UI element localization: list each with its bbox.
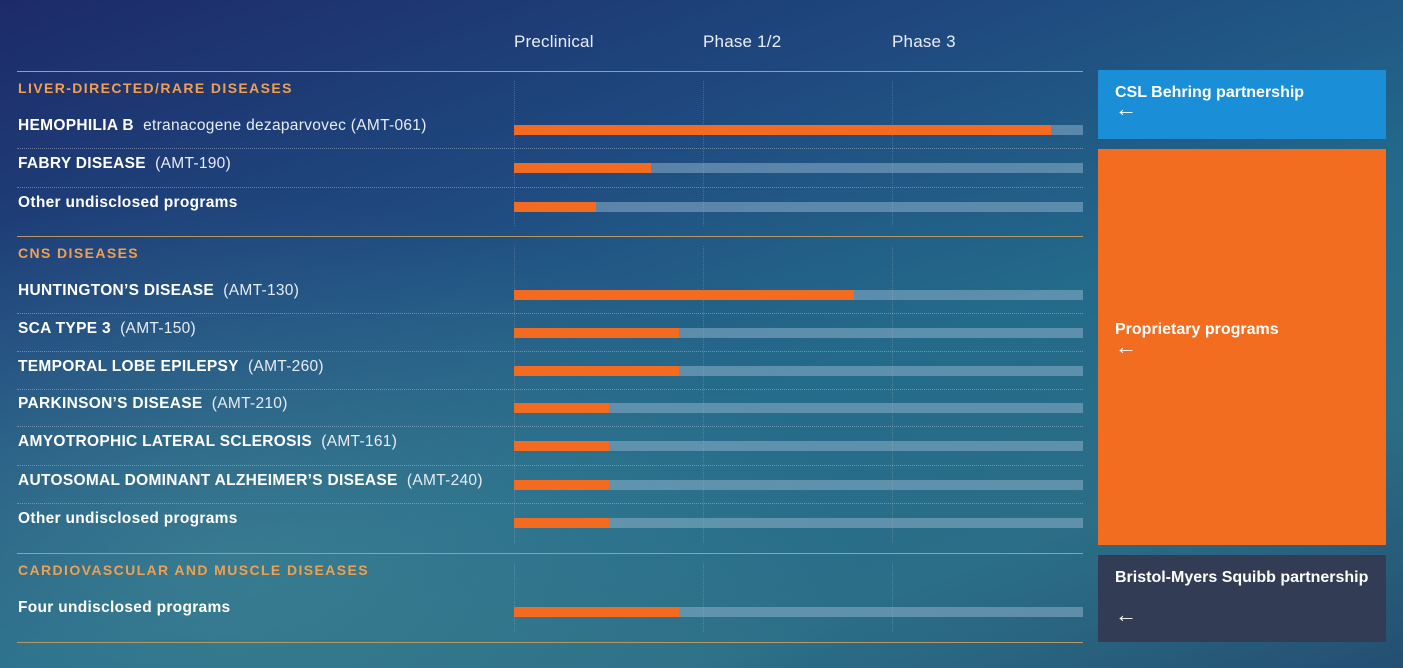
stage-gridline	[703, 81, 704, 226]
category-divider	[17, 71, 1083, 72]
progress-bar	[514, 607, 679, 617]
category-label: CNS DISEASES	[18, 245, 140, 261]
progress-bar	[514, 366, 679, 376]
program-name: PARKINSON’S DISEASE	[18, 395, 203, 412]
partnership-title: Bristol-Myers Squibb partnership	[1115, 569, 1369, 586]
program-name: AMYOTROPHIC LATERAL SCLEROSIS	[18, 433, 313, 450]
stage-header: Phase 1/2	[703, 32, 782, 51]
row-separator	[17, 351, 1083, 352]
stage-gridline	[892, 81, 893, 226]
program-label: AMYOTROPHIC LATERAL SCLEROSIS (AMT-161)	[18, 433, 397, 451]
stage-header: Preclinical	[514, 32, 594, 51]
arrow-left-icon: ←	[1115, 602, 1137, 627]
category-label: LIVER-DIRECTED/RARE DISEASES	[18, 80, 293, 96]
program-label: FABRY DISEASE (AMT-190)	[18, 155, 231, 173]
program-name: AUTOSOMAL DOMINANT ALZHEIMER’S DISEASE	[18, 472, 398, 489]
progress-bar	[514, 202, 596, 212]
progress-track	[514, 403, 1083, 413]
stage-header: Phase 3	[892, 32, 956, 51]
progress-track	[514, 480, 1083, 490]
category-label: CARDIOVASCULAR AND MUSCLE DISEASES	[18, 562, 369, 578]
program-name: FABRY DISEASE	[18, 155, 146, 172]
program-name: Other undisclosed programs	[18, 194, 238, 211]
stage-gridline	[514, 563, 515, 632]
stage-gridline	[514, 81, 515, 226]
progress-track	[514, 125, 1083, 135]
category-divider	[17, 553, 1083, 554]
partnership-box: Proprietary programs ←	[1098, 149, 1386, 545]
row-separator	[17, 503, 1083, 504]
category-divider	[17, 236, 1083, 237]
bottom-divider	[17, 642, 1083, 643]
program-label: Four undisclosed programs	[18, 599, 230, 617]
program-label: AUTOSOMAL DOMINANT ALZHEIMER’S DISEASE (…	[18, 472, 483, 490]
progress-bar	[514, 480, 609, 490]
row-separator	[17, 465, 1083, 466]
program-name: Other undisclosed programs	[18, 510, 238, 527]
program-code: (AMT-210)	[211, 395, 288, 412]
progress-track	[514, 441, 1083, 451]
program-name: HEMOPHILIA B	[18, 117, 134, 134]
program-label: PARKINSON’S DISEASE (AMT-210)	[18, 395, 288, 413]
progress-track	[514, 518, 1083, 528]
program-label: SCA TYPE 3 (AMT-150)	[18, 320, 196, 338]
program-name: SCA TYPE 3	[18, 320, 111, 337]
progress-bar	[514, 441, 609, 451]
program-code: (AMT-260)	[247, 358, 324, 375]
program-code: (AMT-161)	[321, 433, 398, 450]
row-separator	[17, 426, 1083, 427]
program-code: etranacogene dezaparvovec (AMT-061)	[143, 117, 427, 134]
program-code: (AMT-190)	[155, 155, 232, 172]
progress-bar	[514, 125, 1051, 135]
partnership-title: Proprietary programs	[1115, 321, 1279, 338]
stage-gridline	[703, 246, 704, 543]
progress-track	[514, 290, 1083, 300]
row-separator	[17, 187, 1083, 188]
progress-track	[514, 607, 1083, 617]
arrow-left-icon: ←	[1115, 334, 1137, 359]
program-name: TEMPORAL LOBE EPILEPSY	[18, 358, 239, 375]
program-name: HUNTINGTON’S DISEASE	[18, 282, 215, 299]
progress-track	[514, 328, 1083, 338]
stage-gridline	[892, 246, 893, 543]
row-separator	[17, 148, 1083, 149]
stage-gridline	[703, 563, 704, 632]
progress-track	[514, 202, 1083, 212]
program-label: HEMOPHILIA B etranacogene dezaparvovec (…	[18, 117, 427, 135]
program-code: (AMT-150)	[120, 320, 197, 337]
program-code: (AMT-130)	[223, 282, 300, 299]
row-separator	[17, 389, 1083, 390]
progress-bar	[514, 403, 609, 413]
progress-track	[514, 163, 1083, 173]
program-label: HUNTINGTON’S DISEASE (AMT-130)	[18, 282, 299, 300]
partnership-box: Bristol-Myers Squibb partnership ←	[1098, 555, 1386, 642]
progress-bar	[514, 518, 609, 528]
arrow-left-icon: ←	[1115, 96, 1137, 121]
progress-track	[514, 366, 1083, 376]
progress-bar	[514, 290, 854, 300]
program-label: TEMPORAL LOBE EPILEPSY (AMT-260)	[18, 358, 324, 376]
row-separator	[17, 313, 1083, 314]
program-label: Other undisclosed programs	[18, 194, 238, 212]
stage-gridline	[514, 246, 515, 543]
partnership-box: CSL Behring partnership ←	[1098, 70, 1386, 139]
partnership-title: CSL Behring partnership	[1115, 84, 1305, 101]
progress-bar	[514, 328, 679, 338]
program-name: Four undisclosed programs	[18, 599, 231, 616]
program-code: (AMT-240)	[406, 472, 483, 489]
progress-bar	[514, 163, 651, 173]
program-label: Other undisclosed programs	[18, 510, 238, 528]
stage-gridline	[892, 563, 893, 632]
